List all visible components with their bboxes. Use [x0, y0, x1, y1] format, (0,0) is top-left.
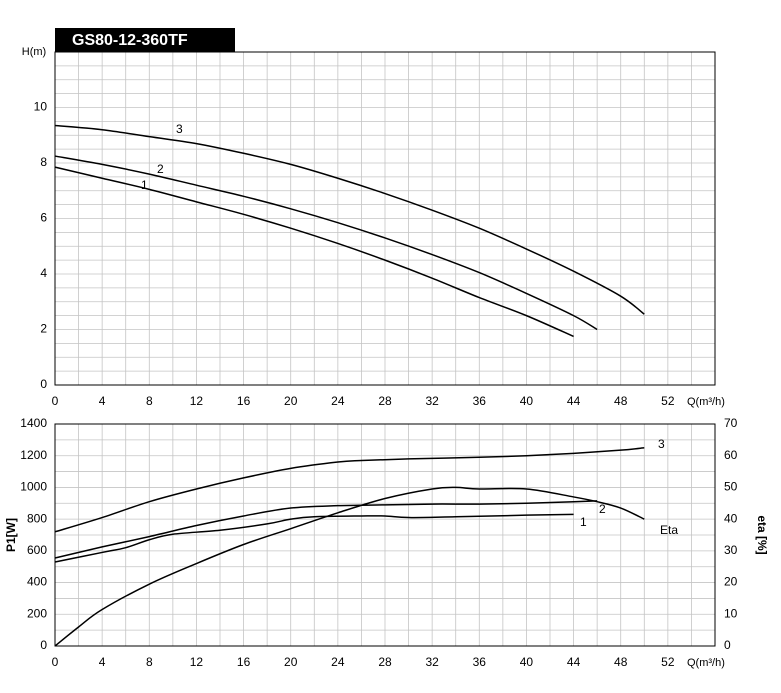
curve-label: 3	[176, 122, 183, 136]
x-tick-label: 12	[190, 655, 204, 669]
x-tick-label: 32	[425, 394, 439, 408]
curve-label: 1	[580, 515, 587, 529]
y-tick-label: 1400	[20, 416, 47, 430]
y-tick-label: 0	[40, 377, 47, 391]
x-tick-label: 36	[473, 655, 487, 669]
y-tick-label: 0	[40, 638, 47, 652]
plot-frame	[54, 423, 716, 647]
y2-tick-label: 50	[724, 480, 738, 494]
y-tick-label: 2	[40, 322, 47, 336]
curve	[54, 155, 598, 331]
x-tick-label: 0	[52, 394, 59, 408]
x-tick-label: 4	[99, 655, 106, 669]
y2-tick-label: 20	[724, 575, 738, 589]
curve-label: 2	[157, 162, 164, 176]
x-tick-label: 28	[378, 394, 392, 408]
y-tick-label: 8	[40, 155, 47, 169]
x-tick-label: 40	[520, 394, 534, 408]
x-tick-label: 8	[146, 394, 153, 408]
y2-tick-label: 70	[724, 416, 738, 430]
curve	[54, 447, 645, 533]
x-tick-label: 48	[614, 655, 628, 669]
curve	[54, 513, 574, 563]
y-axis-label: P1[W]	[4, 518, 18, 552]
x-tick-label: 16	[237, 655, 251, 669]
y-tick-label: 10	[34, 100, 48, 114]
x-tick-label: 24	[331, 655, 345, 669]
y-tick-label: 1000	[20, 480, 47, 494]
curve	[54, 486, 645, 647]
y2-tick-label: 10	[724, 606, 738, 620]
x-tick-label: 24	[331, 394, 345, 408]
curve-label: 3	[658, 437, 665, 451]
x-tick-label: 4	[99, 394, 106, 408]
x-tick-label: 52	[661, 394, 675, 408]
x-axis-label: Q(m³/h)	[687, 396, 725, 408]
curve-label: 2	[599, 502, 606, 516]
y2-tick-label: 0	[724, 638, 731, 652]
y-tick-label: 400	[27, 575, 47, 589]
x-tick-label: 20	[284, 655, 298, 669]
x-tick-label: 8	[146, 655, 153, 669]
x-tick-label: 40	[520, 655, 534, 669]
x-tick-label: 0	[52, 655, 59, 669]
y-tick-label: 6	[40, 211, 47, 225]
y-tick-label: 200	[27, 606, 47, 620]
x-tick-label: 16	[237, 394, 251, 408]
y-tick-label: 4	[40, 266, 47, 280]
x-tick-label: 28	[378, 655, 392, 669]
y2-tick-label: 40	[724, 511, 738, 525]
title-box	[55, 28, 235, 52]
chart-title: GS80-12-360TF	[72, 32, 188, 49]
curve	[54, 124, 645, 315]
x-tick-label: 48	[614, 394, 628, 408]
y-tick-label: 1200	[20, 448, 47, 462]
y2-axis-label: eta [%]	[755, 515, 769, 554]
plot-frame	[54, 51, 716, 386]
y-tick-label: 600	[27, 543, 47, 557]
x-tick-label: 36	[473, 394, 487, 408]
x-axis-label: Q(m³/h)	[687, 657, 725, 669]
x-tick-label: 44	[567, 655, 581, 669]
y-tick-label: 800	[27, 511, 47, 525]
curve-label: 1	[141, 178, 148, 192]
y-axis-label: H(m)	[22, 46, 46, 58]
x-tick-label: 12	[190, 394, 204, 408]
x-tick-label: 20	[284, 394, 298, 408]
curve	[54, 166, 574, 338]
y2-tick-label: 60	[724, 448, 738, 462]
x-tick-label: 52	[661, 655, 675, 669]
x-tick-label: 32	[425, 655, 439, 669]
y2-tick-label: 30	[724, 543, 738, 557]
x-tick-label: 44	[567, 394, 581, 408]
curve	[54, 500, 598, 559]
curve-label: Eta	[660, 523, 678, 537]
